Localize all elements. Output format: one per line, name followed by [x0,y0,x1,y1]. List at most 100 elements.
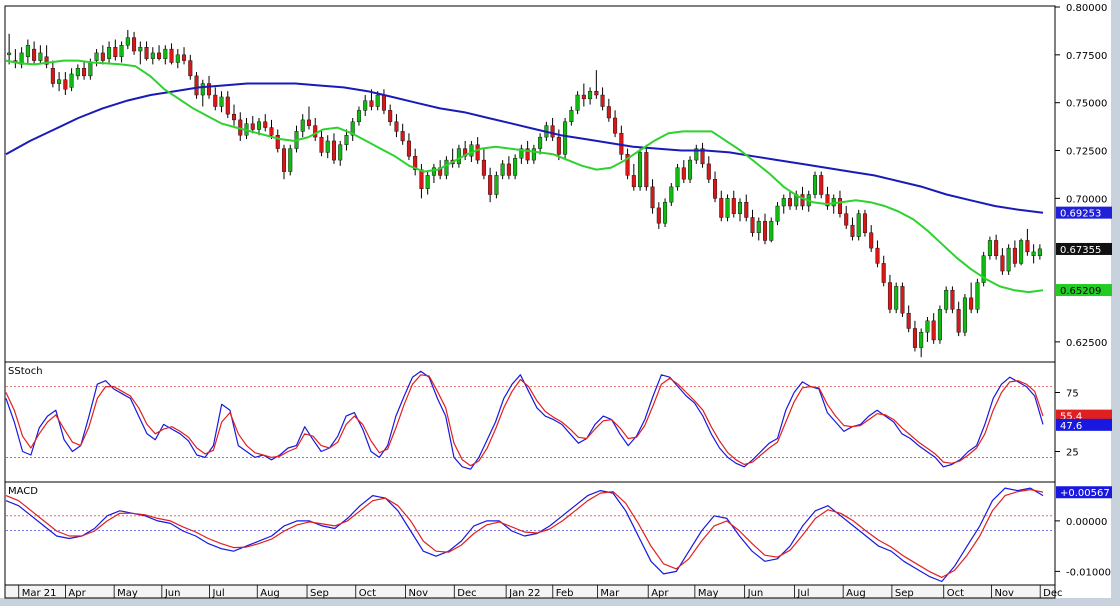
x-tick-label: Nov [994,588,1014,599]
candle-body [444,159,449,176]
candle-body [400,131,405,142]
candle-body [556,136,561,155]
candle-body [100,52,105,61]
candle-body [569,110,574,123]
candle-body [88,62,93,77]
candle-body [494,175,499,195]
x-tick-label: Mar [600,588,620,599]
x-tick-label: Aug [260,588,280,599]
candle-body [32,48,37,61]
right-edge-bar [1111,0,1120,606]
candle-body [44,56,49,65]
candle-body [800,194,805,207]
candle-body [706,163,711,180]
candle-body [981,255,986,283]
candle-body [1037,248,1042,256]
candle-body [956,309,961,333]
candle-body [688,159,693,180]
candle-body [488,175,493,195]
candle-body [350,121,355,136]
candle-body [700,148,705,165]
y-tick-label: 0.75000 [1066,99,1107,110]
candle-body [375,94,380,107]
candle-body [157,52,162,59]
candle-body [69,73,74,88]
candle-body [1025,240,1030,253]
x-tick-label: Apr [68,588,86,599]
candle-body [969,297,974,310]
x-tick-label: May [117,588,138,599]
candle-body [625,154,630,176]
candle-body [431,167,436,176]
moving-average-green [5,59,1044,294]
candle-body [275,135,280,149]
macd-panel-label: MACD [8,486,38,497]
macd-line [5,487,1044,583]
candle-body [887,282,892,310]
x-tick-label: Apr [651,588,669,599]
candle-body [744,201,749,218]
candle-body [250,123,255,130]
x-tick-label: Jan 22 [508,588,540,599]
candle-body [950,290,955,310]
candle-body [731,198,736,214]
candle-body [413,156,418,170]
candle-body [869,232,874,249]
candle-body [881,263,886,283]
candle-body [163,48,168,59]
candle-body [113,46,118,57]
value-marker-label: +0.00567 [1060,488,1110,499]
moving-average-blue [5,82,1044,214]
value-marker-label: 0.65209 [1060,286,1101,297]
candle-body [613,117,618,134]
candle-body [663,201,668,224]
value-marker-label: 47.6 [1060,421,1082,432]
candle-body [456,148,461,165]
candle-body [931,320,936,341]
candle-body [363,100,368,111]
x-tick-label: Jul [212,588,225,599]
candle-body [550,125,555,138]
candle-body [169,48,174,63]
x-axis-bar [4,584,1056,599]
candle-body [906,312,911,329]
candle-body [107,46,112,59]
candle-body [650,186,655,209]
value-marker-box [1056,284,1112,297]
candle-body [369,100,374,107]
bottom-edge-bar [0,598,1120,606]
candle-body [257,121,262,130]
candle-body [7,52,12,56]
candle-body [563,121,568,155]
candle-body [75,68,80,77]
candle-body [188,60,193,77]
candle-body [388,110,393,123]
y-tick-label: 75 [1066,389,1079,400]
candle-body [669,186,674,203]
candle-body [862,213,867,233]
candle-body [644,152,649,188]
candle-body [600,94,605,107]
candle-body [525,148,530,161]
candle-body [1006,247,1011,272]
candle-body [425,175,430,189]
candle-body [94,52,99,61]
candle-body [38,52,43,61]
candle-body [756,221,761,233]
x-tick-label: Mar 21 [22,588,57,599]
candle-body [975,282,980,310]
x-tick-label: Nov [409,588,429,599]
y-tick-label: 0.80000 [1066,3,1107,14]
candle-body [725,198,730,218]
x-tick-label: Sep [310,588,329,599]
candle-body [1019,240,1024,264]
candle-body [50,68,55,84]
candle-body [594,90,599,96]
candle-body [125,37,130,46]
candle-body [469,144,474,157]
candle-body [200,83,205,96]
candle-body [82,68,87,77]
